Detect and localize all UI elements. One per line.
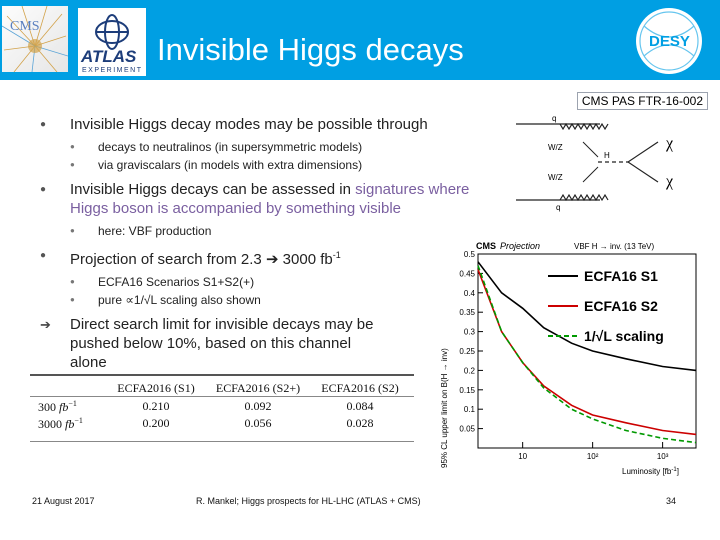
y-tick-label: 0.4 [464, 289, 476, 298]
table-header-s1: ECFA2016 (S1) [117, 380, 195, 395]
table-cell: 0.210 [142, 399, 170, 413]
x-tick-label: 10³ [657, 452, 669, 461]
svg-text:DESY: DESY [649, 33, 690, 50]
sub-bullet-graviscalars: via graviscalars (in models with extra d… [40, 156, 490, 174]
chart-header-process: VBF H → inv. (13 TeV) [574, 242, 655, 251]
diagram-label-q-bottom: q [556, 203, 560, 212]
limit-projection-chart: CMS Projection VBF H → inv. (13 TeV) 95%… [436, 238, 706, 478]
table-header-row: ECFA2016 (S1) ECFA2016 (S2+) ECFA2016 (S… [32, 378, 410, 398]
table-row: 300 fb−1 0.210 0.092 0.084 [32, 398, 410, 415]
cms-logo-graphic: CMS [2, 6, 68, 72]
diagram-label-chi-top: χ [665, 135, 674, 152]
y-axis-ticks: 0.05 0.1 0.15 0.2 0.25 0.3 0.35 0.4 0.45 0.5 [459, 250, 483, 434]
sub-bullet-vbf: here: VBF production [40, 222, 490, 240]
table-cell: 0.200 [142, 416, 170, 430]
bullet-projection: Projection of search from 2.3 ➔ 3000 fb-… [40, 246, 490, 269]
sub-bullet-neutralinos: decays to neutralinos (in supersymmetric… [40, 138, 490, 156]
legend-label: ECFA16 S1 [584, 268, 658, 284]
x-tick-label: 10 [518, 452, 527, 461]
y-tick-label: 0.3 [464, 328, 476, 337]
diagram-label-h: H [604, 151, 610, 160]
footer-date: 21 August 2017 [32, 496, 95, 506]
table-frame [30, 374, 414, 442]
desy-logo: DESY [636, 8, 702, 74]
diagram-label-q-top: q [552, 114, 556, 123]
cms-logo: CMS [2, 6, 68, 72]
header-bar: CMS ATLAS EXPERIMENT Invisible Higgs dec… [0, 0, 720, 80]
legend-label: 1/√L scaling [584, 328, 664, 344]
sub-bullet-scaling: pure ∝1/√L scaling also shown [40, 291, 490, 309]
table-cell: 0.092 [244, 399, 272, 413]
svg-text:ATLAS: ATLAS [80, 47, 137, 66]
series-line-3 [477, 265, 697, 444]
y-tick-label: 0.5 [464, 250, 476, 259]
atlas-logo-graphic: ATLAS EXPERIMENT [80, 14, 143, 74]
chart-xlabel: Luminosity [fb-1] [622, 467, 679, 476]
table-row: 3000 fb−1 0.200 0.056 0.028 [32, 415, 410, 432]
x-axis-ticks: 10 10² 10³ [518, 442, 669, 461]
y-tick-label: 0.35 [459, 308, 475, 317]
table-cell: 0.056 [244, 416, 272, 430]
table-row-lumi: 300 fb−1 [38, 398, 77, 414]
bullet-direct-limit: Direct search limit for invisible decays… [40, 315, 380, 372]
chart-legend: ECFA16 S1 ECFA16 S2 1/√L scaling [548, 268, 664, 344]
x-tick-label: 10² [587, 452, 599, 461]
table-cell: 0.028 [346, 416, 374, 430]
atlas-logo: ATLAS EXPERIMENT [78, 8, 146, 76]
y-tick-label: 0.45 [459, 269, 475, 278]
sub-bullet-ecfa: ECFA16 Scenarios S1+S2(+) [40, 273, 490, 291]
bullet-signatures: Invisible Higgs decays can be assessed i… [40, 180, 490, 218]
diagram-label-chi-bottom: χ [665, 173, 674, 190]
y-tick-label: 0.1 [464, 405, 476, 414]
arrow-icon: ➔ [265, 251, 279, 268]
bullet-list: Invisible Higgs decay modes may be possi… [40, 115, 490, 376]
table-header-s2: ECFA2016 (S2) [321, 380, 399, 395]
table-header-rule [30, 396, 414, 397]
y-tick-label: 0.2 [464, 366, 476, 375]
footer-page-number: 34 [666, 496, 677, 506]
y-tick-label: 0.15 [459, 386, 475, 395]
chart-header-projection: Projection [500, 241, 540, 251]
footer-title: R. Mankel; Higgs prospects for HL-LHC (A… [196, 496, 421, 506]
table-header-blank [32, 378, 106, 398]
svg-text:EXPERIMENT: EXPERIMENT [82, 67, 143, 74]
ecfa-table: ECFA2016 (S1) ECFA2016 (S2+) ECFA2016 (S… [32, 378, 410, 432]
table-row-lumi: 3000 fb−1 [38, 415, 83, 431]
table-header-s2plus: ECFA2016 (S2+) [215, 380, 301, 395]
table-cell: 0.084 [346, 399, 374, 413]
chart-series [477, 261, 697, 444]
slide-title: Invisible Higgs decays [157, 32, 464, 67]
chart-ylabel: 95% CL upper limit on B(H → inv) [440, 348, 449, 468]
series-line-1 [477, 261, 697, 372]
chart-header-cms: CMS [476, 241, 496, 251]
legend-label: ECFA16 S2 [584, 298, 658, 314]
desy-logo-graphic: DESY [639, 11, 699, 71]
diagram-label-wz-bottom: W/Z [548, 173, 563, 182]
feynman-diagram: q W/Z W/Z H q χ χ [516, 114, 674, 212]
diagram-label-wz-top: W/Z [548, 143, 563, 152]
highlight-signatures: signatures where Higgs boson is accompan… [70, 181, 470, 217]
y-tick-label: 0.25 [459, 347, 475, 356]
svg-text:CMS: CMS [10, 19, 40, 34]
reference-label: CMS PAS FTR-16-002 [576, 92, 708, 110]
bullet-decay-modes: Invisible Higgs decay modes may be possi… [40, 115, 490, 134]
y-tick-label: 0.05 [459, 425, 475, 434]
